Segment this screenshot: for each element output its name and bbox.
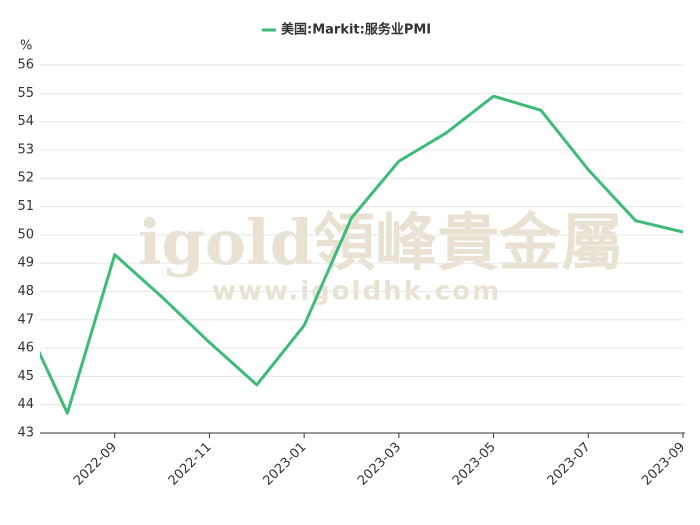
watermark: igold領峰貴金屬: [138, 206, 623, 279]
y-tick-label: 47: [17, 312, 34, 327]
y-tick-label: 49: [17, 256, 34, 271]
y-tick-label: 48: [17, 284, 34, 299]
y-tick-label: 45: [17, 369, 34, 384]
y-tick-label: 50: [17, 227, 34, 242]
y-tick-label: 54: [17, 114, 34, 129]
x-tick-label: 2023-09: [639, 440, 688, 489]
y-tick-label: 53: [17, 142, 34, 157]
y-tick-label: 55: [17, 86, 34, 101]
x-tick-label: 2022-09: [71, 440, 120, 489]
y-tick-label: 56: [17, 58, 34, 73]
x-tick-label: 2023-03: [355, 440, 404, 489]
y-tick-label: 44: [17, 397, 34, 412]
unit-label: %: [20, 39, 32, 54]
x-tick-label: 2023-05: [450, 440, 499, 489]
line: [40, 94, 684, 415]
x-tick-label: 2023-07: [545, 440, 594, 489]
x-tick-label: 2022-11: [166, 440, 215, 489]
legend-label: 美国:Markit:服务业PMI: [281, 22, 431, 38]
y-tick-label: 43: [17, 426, 34, 441]
y-tick-label: 51: [17, 199, 34, 214]
y-tick-label: 46: [17, 341, 34, 356]
y-tick-label: 52: [17, 171, 34, 186]
x-tick-label: 2023-01: [260, 440, 309, 489]
